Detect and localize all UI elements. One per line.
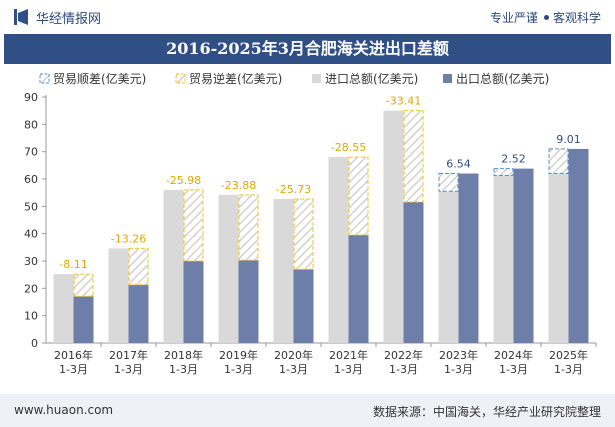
trade-deficit-bar: [293, 198, 314, 270]
y-tick-label: 40: [24, 228, 38, 241]
x-tick-label: 1-3月: [114, 363, 143, 376]
y-tick-label: 70: [24, 146, 38, 159]
x-tick-label: 2023年: [439, 348, 478, 362]
export-bar: [238, 260, 259, 343]
balance-label: -25.98: [166, 174, 201, 187]
balance-label: -33.41: [386, 95, 421, 108]
balance-label: 2.52: [501, 153, 526, 166]
slogan-right: 客观科学: [552, 11, 601, 25]
trade-surplus-bar: [438, 173, 459, 192]
x-tick-label: 2018年: [164, 348, 203, 362]
x-tick-label: 1-3月: [389, 363, 418, 376]
balance-label: -25.73: [276, 183, 311, 196]
import-bar: [163, 189, 184, 343]
legend-swatch-export: [443, 74, 452, 83]
x-tick-label: 1-3月: [444, 363, 473, 376]
export-bar: [128, 284, 149, 343]
chart-title: 2016-2025年3月合肥海关进出口差额: [166, 39, 449, 58]
x-tick-label: 1-3月: [169, 363, 198, 376]
legend-label: 贸易顺差(亿美元): [53, 71, 146, 86]
x-tick-label: 2022年: [384, 348, 423, 362]
legend-swatch-surplus: [39, 73, 50, 84]
export-bar: [183, 261, 204, 343]
balance-label: -13.26: [111, 232, 146, 245]
slogan: 专业严谨 客观科学: [490, 9, 601, 26]
y-tick-label: 60: [24, 173, 38, 186]
import-bar: [273, 198, 294, 343]
x-tick-label: 1-3月: [499, 363, 528, 376]
balance-label: -23.88: [221, 179, 256, 192]
y-tick-label: 80: [24, 118, 38, 131]
export-bar: [568, 148, 589, 343]
trade-deficit-bar: [238, 194, 259, 261]
balance-label: 9.01: [556, 133, 581, 146]
y-tick-label: 0: [31, 337, 38, 350]
footer: www.huaon.com 数据来源：中国海关，华经产业研究院整理: [0, 394, 615, 427]
export-bar: [403, 201, 424, 343]
legend-label: 出口总额(亿美元): [456, 71, 549, 86]
import-bar: [218, 194, 239, 343]
y-tick-label: 20: [24, 282, 38, 295]
x-tick-label: 1-3月: [224, 363, 253, 376]
balance-label: -8.11: [59, 258, 87, 271]
import-bar: [53, 274, 74, 343]
export-bar: [73, 296, 94, 343]
trade-surplus-bar: [548, 148, 569, 175]
trade-deficit-bar: [183, 189, 204, 262]
import-bar: [548, 173, 569, 343]
x-tick-label: 2019年: [219, 348, 258, 362]
slogan-left: 专业严谨: [489, 11, 538, 25]
trade-deficit-bar: [128, 247, 149, 286]
y-tick-label: 10: [24, 310, 38, 323]
x-tick-label: 2025年: [549, 348, 588, 362]
export-bar: [348, 235, 369, 343]
x-tick-label: 1-3月: [279, 363, 308, 376]
export-bar: [458, 173, 479, 343]
import-bar: [438, 191, 459, 343]
site-name: 华经情报网: [36, 12, 102, 27]
x-tick-label: 2017年: [109, 348, 148, 362]
legend-swatch-deficit: [175, 73, 186, 84]
balance-label: -28.55: [331, 141, 366, 154]
title-band: 2016-2025年3月合肥海关进出口差额: [4, 34, 611, 64]
footer-source: 数据来源：中国海关，华经产业研究院整理: [372, 405, 601, 419]
x-tick-label: 1-3月: [334, 363, 363, 376]
legend-swatch-import: [312, 74, 321, 83]
top-bar: 华经情报网 专业严谨 客观科学: [0, 0, 615, 34]
trade-deficit-bar: [403, 110, 424, 203]
export-bar: [293, 269, 314, 343]
import-bar: [108, 248, 129, 343]
separator-dot-icon: [543, 15, 549, 20]
y-tick-label: 90: [24, 91, 38, 104]
legend-label: 贸易逆差(亿美元): [189, 71, 282, 86]
import-bar: [328, 157, 349, 343]
legend-label: 进口总额(亿美元): [325, 71, 418, 86]
footer-url[interactable]: www.huaon.com: [14, 403, 114, 417]
bar-chart: 贸易顺差(亿美元) 贸易逆差(亿美元) 进口总额(亿美元) 出口总额(亿美元) 0 10…: [24, 71, 597, 376]
export-bar: [513, 168, 534, 343]
balance-label: 6.54: [446, 158, 471, 171]
x-tick-label: 2021年: [329, 348, 368, 362]
trade-deficit-bar: [73, 273, 94, 297]
x-tick-label: 2020年: [274, 348, 313, 362]
trade-deficit-bar: [348, 156, 369, 236]
logo-icon: [14, 9, 28, 25]
x-tick-label: 1-3月: [59, 363, 88, 376]
import-bar: [383, 110, 404, 343]
y-tick-label: 50: [24, 200, 38, 213]
x-tick-label: 2016年: [54, 348, 93, 362]
trade-surplus-bar: [493, 168, 514, 176]
x-tick-label: 2024年: [494, 348, 533, 362]
x-tick-label: 1-3月: [554, 363, 583, 376]
import-bar: [493, 175, 514, 343]
y-tick-label: 30: [24, 255, 38, 268]
